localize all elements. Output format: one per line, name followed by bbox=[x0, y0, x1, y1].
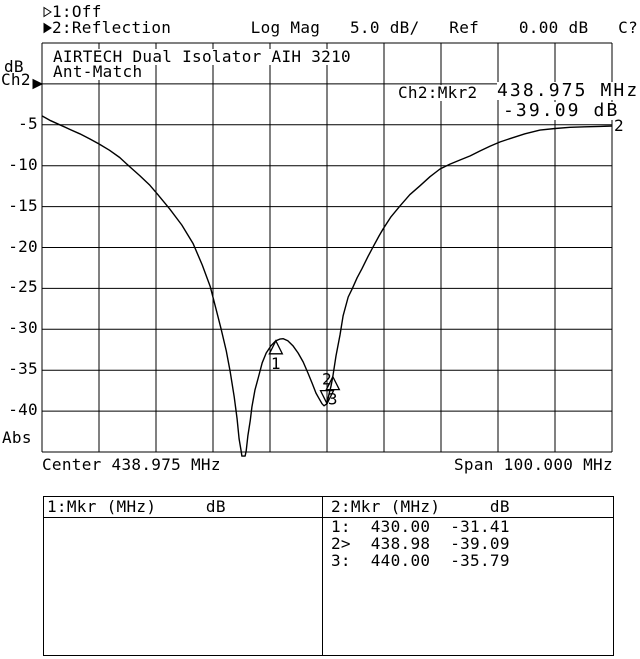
y-tick-label: -20 bbox=[8, 237, 38, 256]
marker-table: 1:Mkr (MHz) dB 2:Mkr (MHz) dB 1: 430.00 … bbox=[43, 496, 614, 656]
device-title-line1: AIRTECH Dual Isolator AIH 3210 bbox=[53, 47, 351, 66]
marker-symbol: 1 bbox=[271, 354, 281, 373]
center-frequency-label: Center 438.975 MHz bbox=[42, 455, 221, 474]
y-tick-label: -25 bbox=[8, 277, 38, 296]
device-title-line2: Ant-Match bbox=[53, 62, 143, 81]
y-tick-label: -30 bbox=[8, 318, 38, 337]
y-axis-qualifier: Abs bbox=[2, 428, 32, 447]
reflection-trace bbox=[41, 115, 613, 457]
graticule-grid bbox=[41, 42, 613, 453]
marker-table-header-rule bbox=[44, 517, 613, 518]
channel1-status: 1:Off bbox=[52, 2, 102, 21]
y-tick-label: -35 bbox=[8, 359, 38, 378]
marker-readout-value: -39.09 dB bbox=[503, 100, 620, 121]
trace-markers: 1 23 bbox=[268, 339, 341, 409]
y-tick-label: -40 bbox=[8, 400, 38, 419]
marker-table-row: 3: 440.00 -35.79 bbox=[331, 551, 510, 570]
y-tick-label: -5 bbox=[18, 114, 38, 133]
channel1-bullet-icon bbox=[43, 6, 52, 18]
marker-table-divider bbox=[322, 497, 323, 655]
marker-table-row: 2> 438.98 -39.09 bbox=[331, 534, 510, 553]
channel2-bullet-icon bbox=[43, 22, 52, 34]
y-tick-label: -10 bbox=[8, 155, 38, 174]
trace-number-label: 2 bbox=[614, 116, 624, 135]
active-marker-symbol: 2 bbox=[322, 370, 332, 389]
ref-level-arrow-icon bbox=[32, 78, 44, 90]
span-frequency-label: Span 100.000 MHz bbox=[454, 455, 613, 474]
marker-table-header-ch2: 2:Mkr (MHz) dB bbox=[331, 497, 510, 516]
marker-table-header-ch1: 1:Mkr (MHz) dB bbox=[47, 497, 226, 516]
y-tick-label: -15 bbox=[8, 196, 38, 215]
marker-table-row: 1: 430.00 -31.41 bbox=[331, 517, 510, 536]
y-axis-unit: dB bbox=[4, 57, 24, 76]
channel-label: Ch2 bbox=[1, 70, 31, 89]
channel2-status: 2:Reflection Log Mag 5.0 dB/ Ref 0.00 dB… bbox=[52, 18, 639, 37]
marker-readout-label: Ch2:Mkr2 bbox=[398, 83, 478, 102]
marker-symbol: 3 bbox=[328, 390, 338, 409]
marker-readout-freq: 438.975 MHz bbox=[497, 80, 640, 101]
